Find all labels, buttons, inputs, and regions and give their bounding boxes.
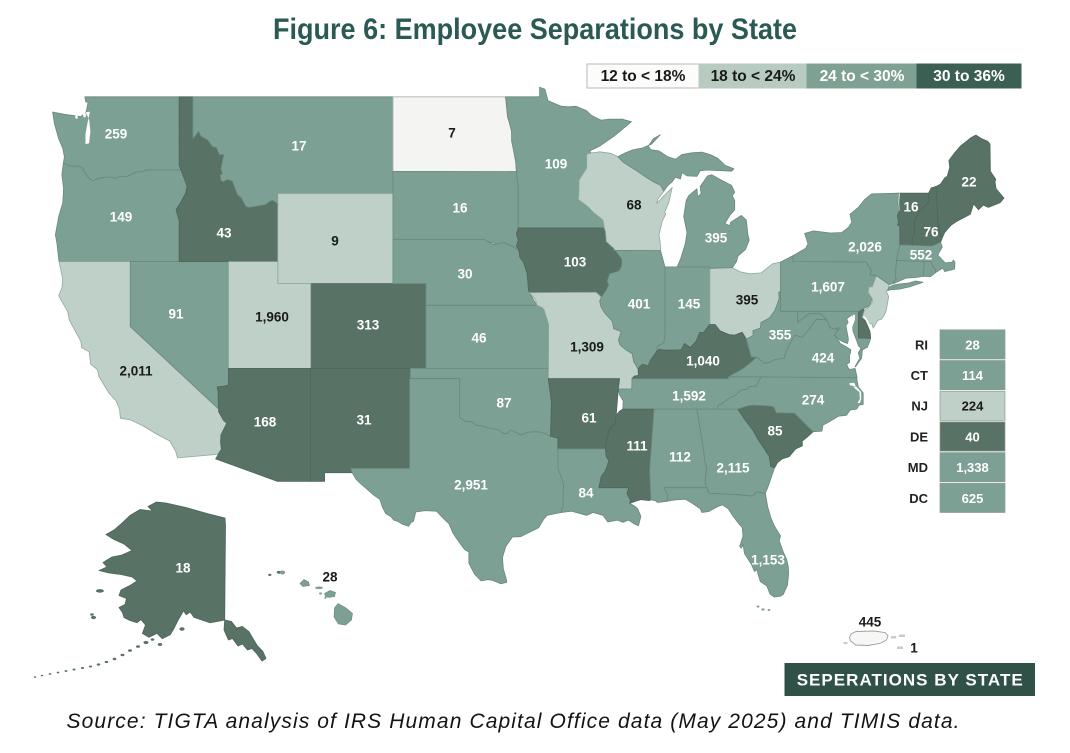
svg-text:2,011: 2,011	[119, 364, 153, 379]
svg-text:18: 18	[175, 561, 191, 576]
svg-text:18 to < 24%: 18 to < 24%	[711, 68, 796, 85]
svg-text:1,960: 1,960	[255, 310, 289, 325]
svg-text:2,951: 2,951	[454, 478, 488, 493]
svg-text:2,026: 2,026	[848, 240, 882, 255]
svg-text:259: 259	[105, 127, 128, 142]
svg-text:145: 145	[678, 297, 701, 312]
svg-text:DE: DE	[910, 429, 928, 444]
svg-text:28: 28	[965, 337, 979, 352]
svg-text:46: 46	[471, 331, 487, 346]
svg-text:1,592: 1,592	[672, 389, 706, 404]
svg-text:109: 109	[545, 157, 568, 172]
svg-text:395: 395	[736, 293, 759, 308]
svg-text:1,338: 1,338	[956, 460, 989, 475]
svg-text:40: 40	[965, 429, 979, 444]
svg-text:DC: DC	[909, 491, 928, 506]
svg-text:22: 22	[961, 175, 976, 190]
svg-text:224: 224	[962, 399, 984, 414]
svg-text:87: 87	[496, 396, 511, 411]
svg-text:103: 103	[564, 255, 587, 270]
svg-text:9: 9	[331, 234, 339, 249]
svg-text:424: 424	[812, 351, 835, 366]
svg-text:CT: CT	[911, 368, 928, 383]
svg-text:395: 395	[705, 231, 728, 246]
svg-text:1,153: 1,153	[751, 553, 785, 568]
svg-text:30 to 36%: 30 to 36%	[933, 68, 1005, 85]
svg-text:76: 76	[923, 225, 939, 240]
svg-text:61: 61	[581, 411, 597, 426]
svg-text:1: 1	[910, 641, 918, 656]
svg-text:24 to < 30%: 24 to < 30%	[820, 68, 905, 85]
svg-text:313: 313	[357, 318, 380, 333]
svg-text:16: 16	[452, 201, 468, 216]
svg-text:1,309: 1,309	[570, 340, 604, 355]
svg-text:274: 274	[802, 393, 825, 408]
svg-text:625: 625	[962, 491, 984, 506]
svg-text:30: 30	[457, 267, 472, 282]
svg-text:1,040: 1,040	[686, 354, 720, 369]
svg-text:43: 43	[216, 226, 232, 241]
svg-text:168: 168	[254, 415, 277, 430]
svg-text:31: 31	[356, 413, 372, 428]
svg-text:Source: TIGTA analysis of IRS: Source: TIGTA analysis of IRS Human Capi…	[67, 710, 960, 733]
svg-text:RI: RI	[915, 337, 928, 352]
svg-text:111: 111	[626, 439, 648, 454]
svg-text:401: 401	[628, 297, 651, 312]
svg-text:114: 114	[962, 368, 984, 383]
svg-text:84: 84	[578, 486, 594, 501]
svg-text:112: 112	[669, 450, 691, 465]
svg-text:2,115: 2,115	[716, 461, 750, 476]
svg-text:16: 16	[903, 200, 919, 215]
svg-text:68: 68	[626, 198, 642, 213]
svg-text:12 to < 18%: 12 to < 18%	[601, 68, 686, 85]
svg-text:552: 552	[910, 248, 933, 263]
svg-text:NJ: NJ	[911, 399, 928, 414]
svg-text:MD: MD	[908, 460, 928, 475]
svg-text:17: 17	[291, 139, 306, 154]
svg-text:149: 149	[110, 210, 133, 225]
svg-text:91: 91	[168, 307, 184, 322]
svg-text:7: 7	[448, 126, 456, 141]
svg-text:355: 355	[769, 328, 792, 343]
svg-text:28: 28	[322, 570, 338, 585]
svg-text:445: 445	[859, 615, 882, 630]
svg-text:SEPERATIONS BY STATE: SEPERATIONS BY STATE	[797, 671, 1023, 690]
svg-text:85: 85	[767, 424, 783, 439]
svg-text:1,607: 1,607	[811, 280, 845, 295]
svg-text:Figure 6: Employee Separations: Figure 6: Employee Separations by State	[273, 13, 797, 46]
